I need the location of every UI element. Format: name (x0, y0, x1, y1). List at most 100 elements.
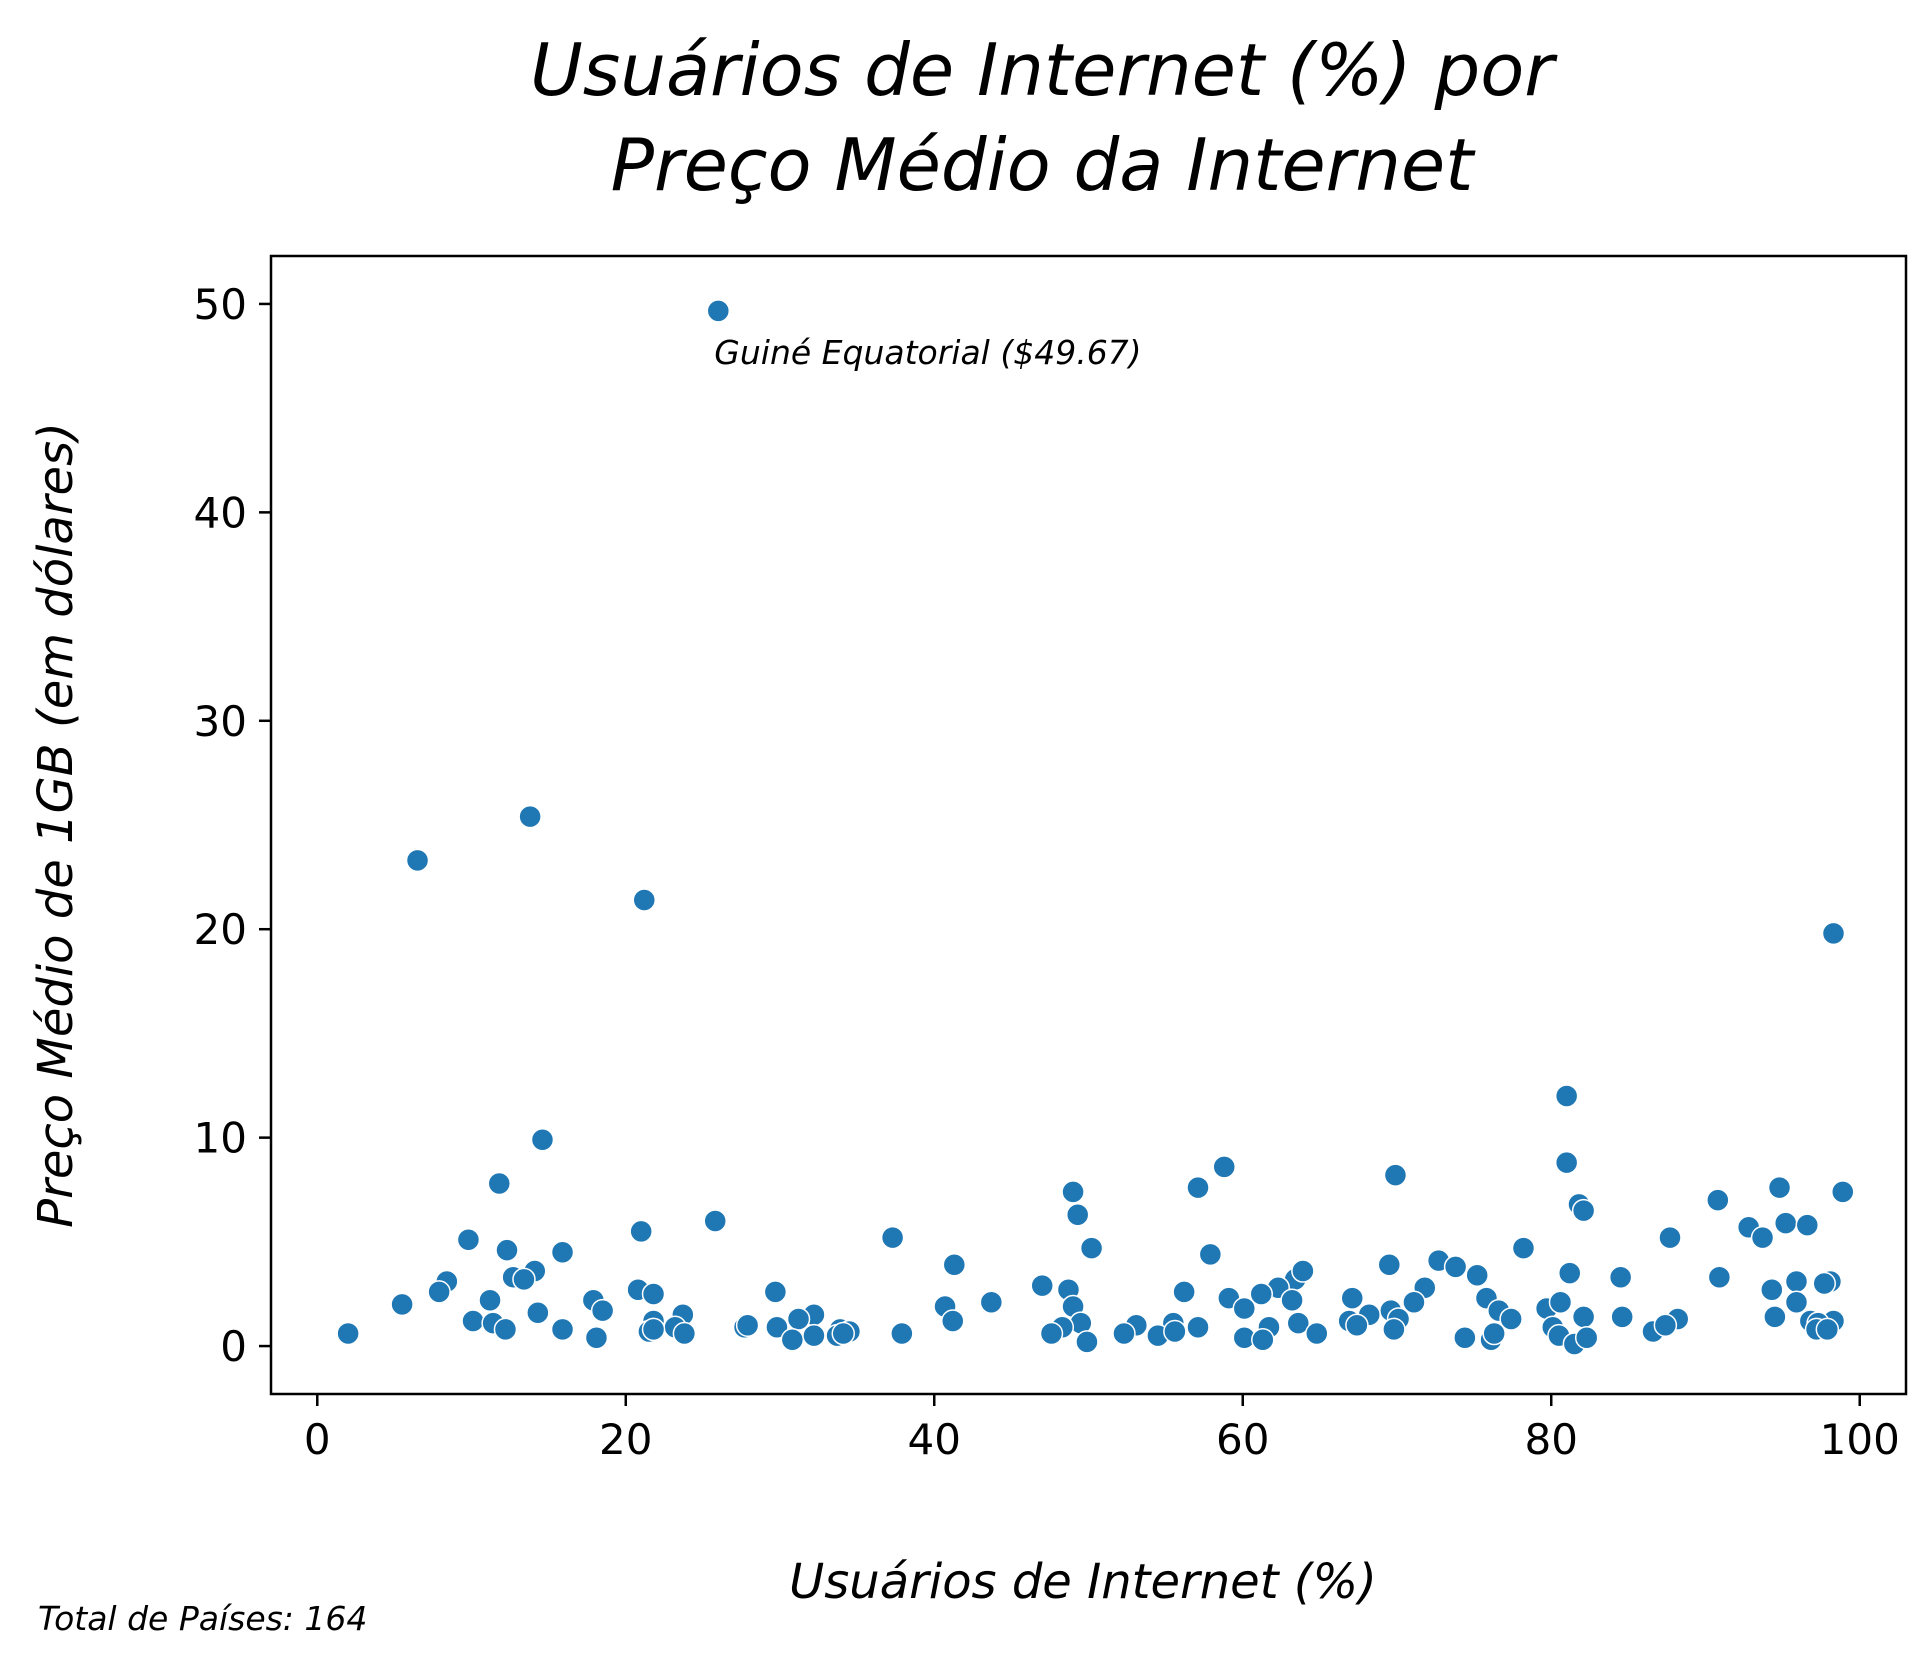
data-point (1554, 1150, 1579, 1175)
data-point (493, 1317, 518, 1342)
data-point (941, 1309, 965, 1333)
data-point (1821, 921, 1846, 946)
data-point (1465, 1263, 1489, 1287)
data-point (1172, 1280, 1196, 1304)
data-point (526, 1300, 550, 1325)
data-point (1198, 1242, 1223, 1267)
y-axis-label: Preço Médio de 1GB (em dólares) (28, 422, 84, 1228)
data-point (487, 1171, 512, 1196)
data-point (1212, 1155, 1236, 1179)
data-point (1571, 1198, 1596, 1223)
x-tick-label: 100 (1820, 1415, 1900, 1464)
data-point (641, 1282, 666, 1306)
data-point (1453, 1325, 1477, 1350)
data-point (1249, 1282, 1274, 1306)
data-point (1251, 1328, 1275, 1352)
data-point (1079, 1236, 1104, 1260)
data-point (1232, 1296, 1257, 1321)
plot-frame (269, 254, 1908, 1396)
data-point (641, 1317, 666, 1342)
data-point (456, 1228, 481, 1252)
data-point (390, 1292, 414, 1317)
data-point (1795, 1213, 1820, 1237)
data-point (461, 1309, 485, 1333)
x-tick-label: 20 (599, 1415, 652, 1464)
data-point (1443, 1255, 1468, 1279)
data-point (786, 1307, 811, 1331)
data-point (427, 1280, 451, 1304)
chart-title-line2: Preço Médio da Internet (611, 123, 1477, 207)
data-point (336, 1321, 360, 1346)
data-point (1557, 1261, 1582, 1285)
data-point (1767, 1175, 1792, 1200)
data-point (1065, 1203, 1090, 1227)
data-point (629, 1219, 653, 1244)
data-point (1574, 1325, 1599, 1350)
plot-area: 0 20 40 60 80 100 0 10 20 30 40 50 Guiné Equatorial … (194, 254, 1908, 1464)
data-point (765, 1315, 789, 1340)
data-point (1831, 1180, 1855, 1204)
data-point (1548, 1290, 1573, 1315)
data-point (1571, 1305, 1596, 1329)
data-point (495, 1238, 519, 1262)
data-point (706, 299, 731, 323)
data-point (1763, 1305, 1787, 1329)
data-point (802, 1323, 826, 1348)
data-point (518, 804, 542, 829)
data-point (584, 1325, 609, 1350)
data-point (1812, 1271, 1836, 1296)
data-point (1163, 1319, 1187, 1344)
data-point (590, 1298, 615, 1323)
data-point (1030, 1273, 1054, 1298)
data-point (1061, 1180, 1085, 1204)
y-tick-label: 30 (194, 697, 247, 746)
data-point (703, 1209, 727, 1233)
data-point (1186, 1315, 1210, 1340)
data-point (632, 888, 657, 912)
data-point (1554, 1084, 1579, 1108)
data-point (1750, 1225, 1775, 1250)
data-point (942, 1253, 967, 1277)
data-point (1383, 1163, 1408, 1187)
data-point (1291, 1259, 1315, 1283)
data-point (1305, 1321, 1329, 1346)
y-tick-label: 40 (194, 488, 247, 537)
data-point (1482, 1321, 1506, 1346)
data-point (1610, 1305, 1634, 1329)
data-point (1382, 1317, 1406, 1342)
x-axis-label: Usuários de Internet (%) (789, 1554, 1377, 1610)
x-tick-label: 80 (1525, 1415, 1578, 1464)
data-point (672, 1321, 697, 1346)
data-point (1784, 1290, 1809, 1315)
data-point (550, 1240, 575, 1265)
data-point (1773, 1211, 1798, 1235)
data-point (1707, 1265, 1732, 1290)
data-point (405, 848, 430, 873)
data-point (880, 1225, 905, 1250)
x-tick-label: 60 (1216, 1415, 1269, 1464)
data-point (1706, 1188, 1730, 1212)
data-point (763, 1280, 788, 1304)
data-point (1039, 1321, 1064, 1346)
data-point (1075, 1330, 1099, 1354)
data-point (1784, 1269, 1809, 1294)
y-tick-label: 10 (194, 1114, 247, 1163)
data-point (735, 1313, 760, 1337)
data-point (1760, 1278, 1784, 1302)
data-point (512, 1267, 536, 1292)
chart-title-line1: Usuários de Internet (%) por (530, 28, 1558, 112)
data-point (1340, 1286, 1365, 1310)
data-point (1402, 1290, 1426, 1315)
data-point (1186, 1175, 1210, 1200)
data-point (1653, 1313, 1678, 1337)
data-point (831, 1321, 855, 1346)
data-point (1286, 1311, 1311, 1335)
data-point (1377, 1253, 1402, 1277)
data-point (1608, 1265, 1633, 1290)
footnote: Total de Países: 164 (38, 1599, 367, 1638)
data-point (780, 1328, 805, 1352)
data-point (478, 1288, 502, 1312)
y-tick-label: 20 (194, 905, 247, 954)
data-point (530, 1127, 555, 1152)
